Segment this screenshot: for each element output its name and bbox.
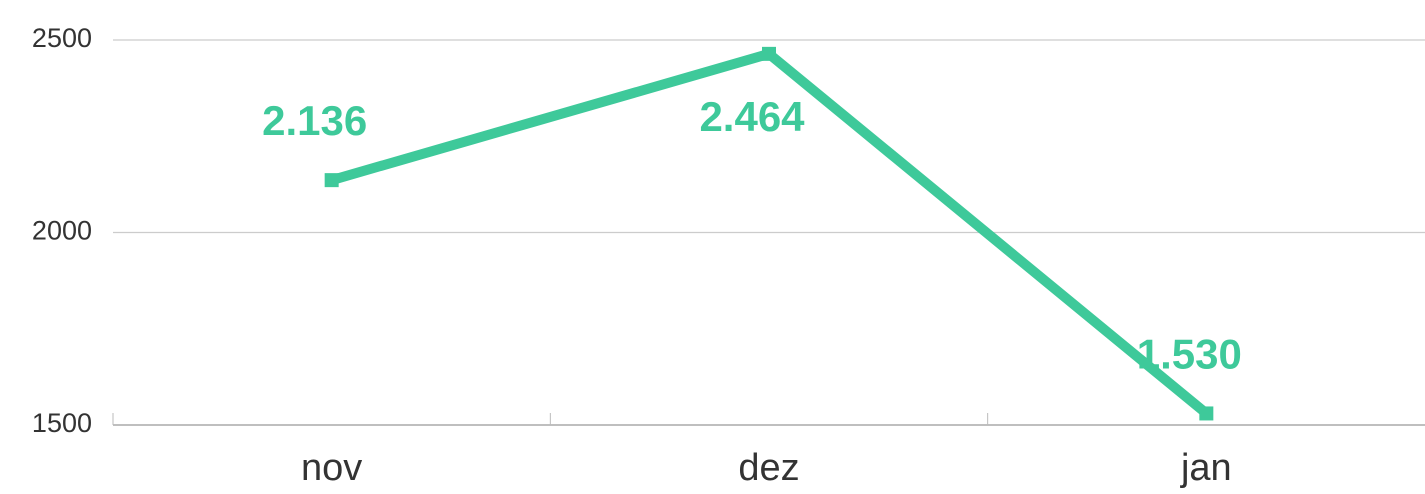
point xyxy=(1199,406,1214,421)
y-tick-label: 2500 xyxy=(32,23,92,53)
value-label: 2.464 xyxy=(699,93,805,140)
value-label: 2.136 xyxy=(262,97,367,144)
y-tick-label: 2000 xyxy=(32,216,92,246)
value-label: 1.530 xyxy=(1137,331,1242,378)
x-tick-label: jan xyxy=(1180,447,1232,489)
x-tick-label: nov xyxy=(301,447,362,489)
point xyxy=(324,173,339,188)
point xyxy=(762,46,776,61)
y-tick-label: 1500 xyxy=(32,408,92,438)
x-tick-label: dez xyxy=(738,447,799,489)
